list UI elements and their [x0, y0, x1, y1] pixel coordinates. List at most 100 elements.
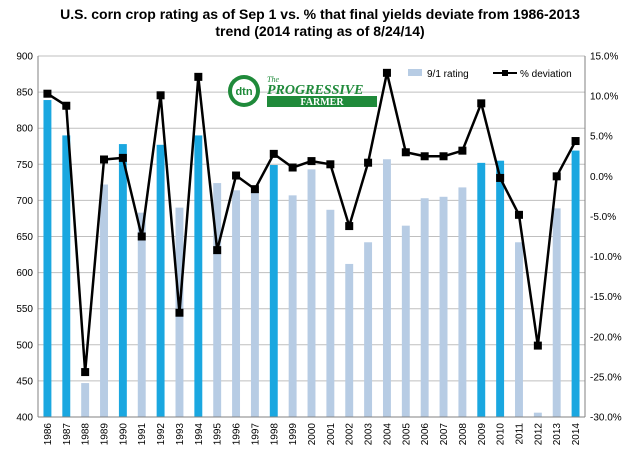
legend-label-rating: 9/1 rating: [427, 69, 469, 80]
x-tick-label: 2007: [439, 423, 450, 446]
x-tick-label: 2013: [552, 423, 563, 446]
bar-2007: [439, 196, 448, 417]
bar-2003: [364, 242, 373, 417]
deviation-point-2007: [439, 152, 448, 161]
bar-2001: [326, 209, 335, 417]
y-right-tick-label: -5.0%: [590, 212, 616, 223]
y-left-tick-label: 400: [16, 413, 33, 424]
x-tick-label: 1993: [175, 423, 186, 446]
bar-1987: [62, 135, 71, 418]
gridlines: [38, 55, 585, 418]
deviation-point-2014: [571, 137, 580, 146]
y-right-tick-label: -15.0%: [590, 292, 622, 303]
chart-title-line2: trend (2014 rating as of 8/24/14): [215, 23, 425, 39]
bar-2008: [458, 187, 467, 417]
deviation-point-2001: [326, 160, 335, 169]
y-left-tick-label: 550: [16, 304, 33, 315]
line-percent-deviation: [43, 68, 580, 377]
deviation-point-2005: [401, 148, 410, 157]
y-right-tick-label: 10.0%: [590, 92, 618, 103]
y-right-tick-label: -25.0%: [590, 372, 622, 383]
x-tick-label: 1986: [43, 423, 54, 446]
deviation-point-1988: [81, 368, 90, 377]
deviation-point-2011: [514, 210, 523, 219]
y-left-tick-label: 800: [16, 124, 33, 135]
bar-1999: [288, 195, 297, 417]
deviation-point-2009: [477, 99, 486, 108]
deviation-point-2003: [364, 158, 373, 167]
logo-graphic: dtn The PROGRESSIVE FARMER: [228, 75, 377, 108]
x-tick-label: 1992: [156, 423, 167, 446]
deviation-point-1994: [194, 72, 203, 81]
bar-2002: [345, 263, 354, 417]
deviation-point-1999: [288, 163, 297, 172]
x-tick-label: 2000: [307, 423, 318, 446]
x-tick-label: 1999: [288, 423, 299, 446]
chart-title: U.S. corn crop rating as of Sep 1 vs. % …: [0, 6, 640, 40]
x-tick-label: 1997: [250, 423, 261, 446]
x-tick-label: 2005: [401, 423, 412, 446]
y-right-tick-label: -10.0%: [590, 252, 622, 263]
deviation-point-2002: [345, 222, 354, 231]
y-left-tick-label: 900: [16, 52, 33, 63]
logo-mark-text: dtn: [235, 86, 252, 98]
logo-inner-circle: [232, 79, 256, 103]
bar-1986: [43, 100, 52, 418]
x-tick-label: 1987: [62, 423, 73, 446]
y-left-tick-label: 450: [16, 376, 33, 387]
x-tick-label: 2014: [571, 423, 582, 446]
y-right-tick-label: -30.0%: [590, 413, 622, 424]
x-tick-label: 1988: [81, 423, 92, 446]
y-left-tick-label: 850: [16, 88, 33, 99]
bar-1998: [269, 165, 278, 417]
deviation-point-1992: [156, 91, 165, 100]
bar-2006: [420, 198, 429, 417]
bar-2014: [571, 150, 580, 417]
logo-name-farmer: FARMER: [300, 97, 344, 108]
deviation-point-1990: [118, 153, 127, 162]
deviation-point-1986: [43, 89, 52, 98]
deviation-point-1989: [100, 155, 109, 164]
deviation-point-1997: [250, 185, 259, 194]
x-tick-label: 2009: [477, 423, 488, 446]
bar-1997: [250, 191, 259, 417]
deviation-point-2006: [420, 152, 429, 161]
x-tick-label: 1990: [118, 423, 129, 446]
bar-1988: [81, 383, 90, 417]
y-left-tick-label: 600: [16, 268, 33, 279]
bar-2012: [533, 412, 542, 417]
bar-2009: [477, 162, 486, 417]
x-tick-label: 2004: [382, 423, 393, 446]
x-tick-label: 1994: [194, 423, 205, 446]
x-tick-label: 2003: [364, 423, 375, 446]
legend-label-deviation: % deviation: [520, 69, 572, 80]
bars-9-1-rating: [43, 100, 580, 418]
x-tick-label: 1998: [269, 423, 280, 446]
deviation-point-1998: [269, 149, 278, 158]
y-right-tick-label: 5.0%: [590, 132, 613, 143]
bar-2011: [515, 242, 523, 417]
x-tick-label: 2006: [420, 423, 431, 446]
legend-swatch-deviation-marker: [502, 70, 508, 76]
deviation-point-1995: [213, 246, 222, 255]
bar-1990: [118, 144, 127, 418]
legend-swatch-rating: [408, 69, 422, 76]
x-tick-label: 1995: [213, 423, 224, 446]
x-tick-label: 2001: [326, 423, 337, 446]
bar-1992: [156, 144, 165, 417]
logo-name-the: The: [267, 75, 279, 84]
deviation-point-2010: [496, 173, 505, 182]
bar-1991: [137, 212, 146, 417]
y-left-tick-label: 650: [16, 232, 33, 243]
bar-2005: [401, 225, 410, 417]
x-tick-label: 1989: [100, 423, 111, 446]
y-left-tick-label: 500: [16, 340, 33, 351]
deviation-point-2000: [307, 157, 316, 166]
bar-2010: [496, 160, 505, 417]
y-left-tick-label: 700: [16, 196, 33, 207]
x-tick-label: 1991: [137, 423, 148, 446]
y-right-tick-label: -20.0%: [590, 332, 622, 343]
x-tick-label: 2012: [533, 423, 544, 446]
bar-1995: [213, 183, 222, 417]
